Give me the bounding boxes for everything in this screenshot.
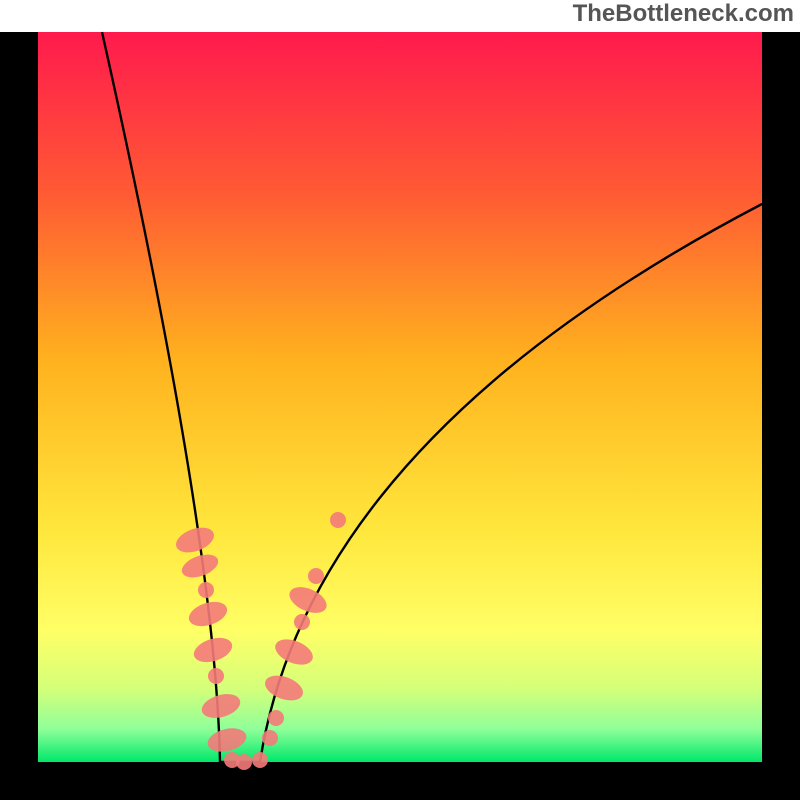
data-point — [198, 582, 214, 598]
data-point — [268, 710, 284, 726]
data-point — [252, 752, 268, 768]
stage: TheBottleneck.com — [0, 0, 800, 800]
attribution-text: TheBottleneck.com — [573, 0, 794, 28]
data-point — [294, 614, 310, 630]
data-point — [330, 512, 346, 528]
data-point — [308, 568, 324, 584]
data-point — [236, 754, 252, 770]
plot-background — [38, 32, 762, 762]
data-point — [262, 730, 278, 746]
chart-svg — [0, 0, 800, 800]
data-point — [208, 668, 224, 684]
